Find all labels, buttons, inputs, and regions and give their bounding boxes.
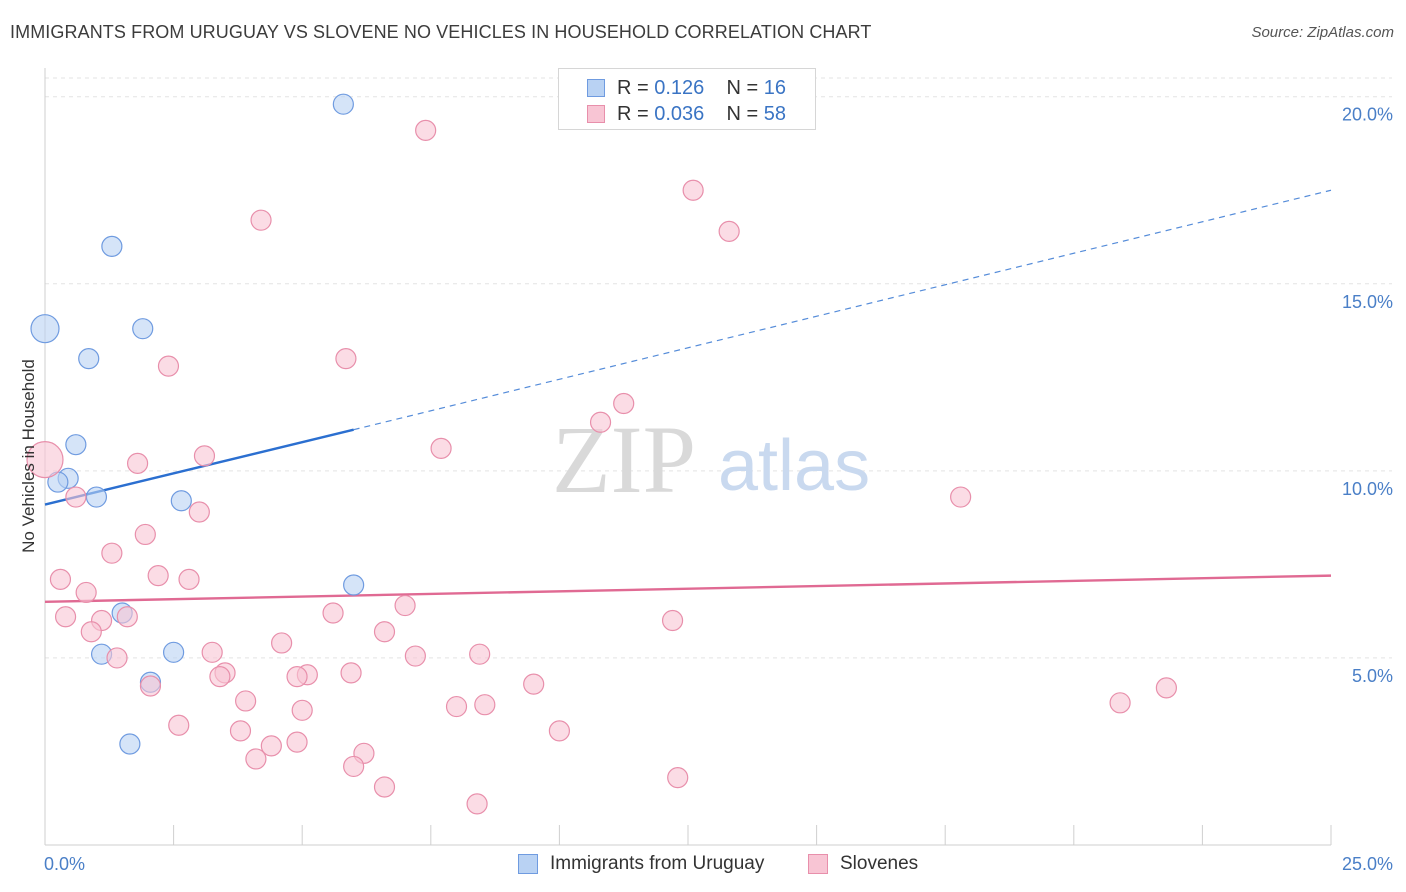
point-slovenes-42 [235, 690, 257, 712]
point-slovenes-41 [139, 675, 162, 697]
point-slovenes-47 [168, 714, 190, 736]
point-slovenes-40 [1155, 677, 1177, 699]
point-slovenes-20 [75, 581, 97, 604]
point-uruguay-10 [343, 574, 365, 596]
x-tick-label-max: 25.0% [1342, 854, 1393, 874]
legend-n-label-2: N = [726, 103, 764, 125]
point-slovenes-32 [404, 645, 426, 667]
point-slovenes-21 [54, 606, 77, 628]
point-slovenes-22 [116, 606, 138, 628]
point-slovenes-25 [394, 594, 416, 617]
point-slovenes-24 [322, 602, 344, 624]
point-slovenes-7 [589, 411, 612, 433]
watermark: ZIP atlas [552, 406, 870, 513]
legend-r-value-2: 0.036 [654, 103, 705, 125]
point-slovenes-19 [178, 568, 200, 590]
point-slovenes-43 [291, 699, 313, 721]
point-uruguay-15 [119, 733, 141, 755]
legend-swatch-uruguay [587, 79, 605, 97]
grid-lines [45, 77, 1392, 659]
point-slovenes-2 [250, 209, 272, 231]
point-slovenes-30 [201, 641, 223, 663]
point-uruguay-2 [132, 318, 154, 340]
point-uruguay-3 [30, 314, 60, 344]
source-credit: Source: ZipAtlas.com [1251, 24, 1394, 41]
point-slovenes-37 [286, 666, 308, 688]
legend-n-value-2: 58 [763, 103, 787, 125]
point-slovenes-16 [101, 542, 123, 564]
point-slovenes-3 [718, 220, 740, 242]
y-tick-label-5: 5.0% [1352, 666, 1393, 686]
y-tick-label-20: 20.0% [1342, 105, 1393, 125]
point-uruguay-13 [163, 641, 185, 663]
point-slovenes-26 [661, 609, 684, 632]
point-slovenes-50 [286, 731, 308, 753]
trend-line-slovenes [44, 574, 1332, 604]
point-slovenes-9 [26, 441, 64, 479]
watermark-zip: ZIP [552, 406, 696, 513]
y-tick-label-15: 15.0% [1342, 292, 1393, 312]
point-slovenes-54 [343, 755, 365, 778]
point-slovenes-35 [209, 666, 231, 688]
point-slovenes-28 [373, 621, 396, 643]
x-tick-label-min: 0.0% [44, 854, 85, 874]
point-slovenes-11 [193, 445, 216, 467]
point-slovenes-29 [271, 632, 293, 654]
legend-r-value-1: 0.126 [654, 77, 705, 99]
point-slovenes-45 [1109, 692, 1131, 714]
point-slovenes-38 [340, 662, 362, 684]
point-slovenes-5 [335, 348, 357, 370]
point-slovenes-31 [469, 643, 491, 665]
bottom-legend-swatch-slovenes [808, 854, 828, 874]
stats-legend: R = 0.126 N = 16 R = 0.036 N = 58 [558, 68, 816, 130]
point-slovenes-48 [229, 720, 252, 742]
point-slovenes-12 [65, 486, 87, 508]
legend-n-value-1: 16 [763, 77, 787, 99]
bottom-legend-label-uruguay: Immigrants from Uruguay [550, 853, 765, 874]
point-slovenes-52 [245, 748, 267, 770]
point-slovenes-14 [950, 486, 972, 508]
point-slovenes-49 [548, 720, 571, 742]
point-slovenes-57 [466, 793, 488, 815]
legend-n-label-1: N = [726, 77, 764, 99]
data-points [26, 93, 1177, 815]
bottom-legend-swatch-uruguay [518, 854, 538, 874]
point-uruguay-4 [78, 348, 100, 370]
point-slovenes-1 [682, 179, 704, 201]
point-slovenes-8 [430, 437, 452, 460]
point-uruguay-8 [85, 486, 108, 508]
chart-title: IMMIGRANTS FROM URUGUAY VS SLOVENE NO VE… [10, 22, 872, 42]
point-slovenes-56 [373, 776, 396, 798]
point-uruguay-1 [101, 235, 123, 257]
point-slovenes-33 [106, 647, 128, 669]
point-slovenes-27 [80, 621, 102, 643]
y-tick-label-10: 10.0% [1342, 479, 1393, 499]
watermark-atlas: atlas [718, 426, 870, 506]
point-slovenes-13 [188, 501, 210, 523]
bottom-legend-label-slovenes: Slovenes [840, 853, 919, 874]
point-uruguay-9 [170, 490, 192, 512]
point-slovenes-46 [445, 695, 468, 718]
legend-swatch-slovenes [587, 105, 605, 123]
point-slovenes-6 [613, 392, 635, 415]
point-slovenes-44 [474, 694, 496, 716]
axes: 5.0% 10.0% 15.0% 20.0% 0.0% 25.0% [44, 68, 1393, 874]
legend-r-label-1: R = [617, 77, 655, 99]
point-slovenes-0 [415, 119, 437, 141]
y-axis-label: No Vehicles in Household [19, 359, 38, 553]
point-slovenes-51 [260, 735, 282, 757]
trend-lines [44, 189, 1332, 604]
point-uruguay-0 [332, 93, 354, 115]
legend-r-label-2: R = [617, 103, 655, 125]
point-slovenes-4 [157, 355, 180, 377]
point-slovenes-10 [126, 452, 149, 474]
point-slovenes-55 [667, 767, 689, 789]
point-uruguay-5 [65, 434, 87, 456]
point-slovenes-17 [49, 568, 72, 590]
point-slovenes-39 [523, 673, 545, 695]
point-slovenes-15 [134, 523, 156, 546]
point-slovenes-18 [147, 565, 169, 587]
trend-line-uruguay-extension [353, 189, 1332, 431]
